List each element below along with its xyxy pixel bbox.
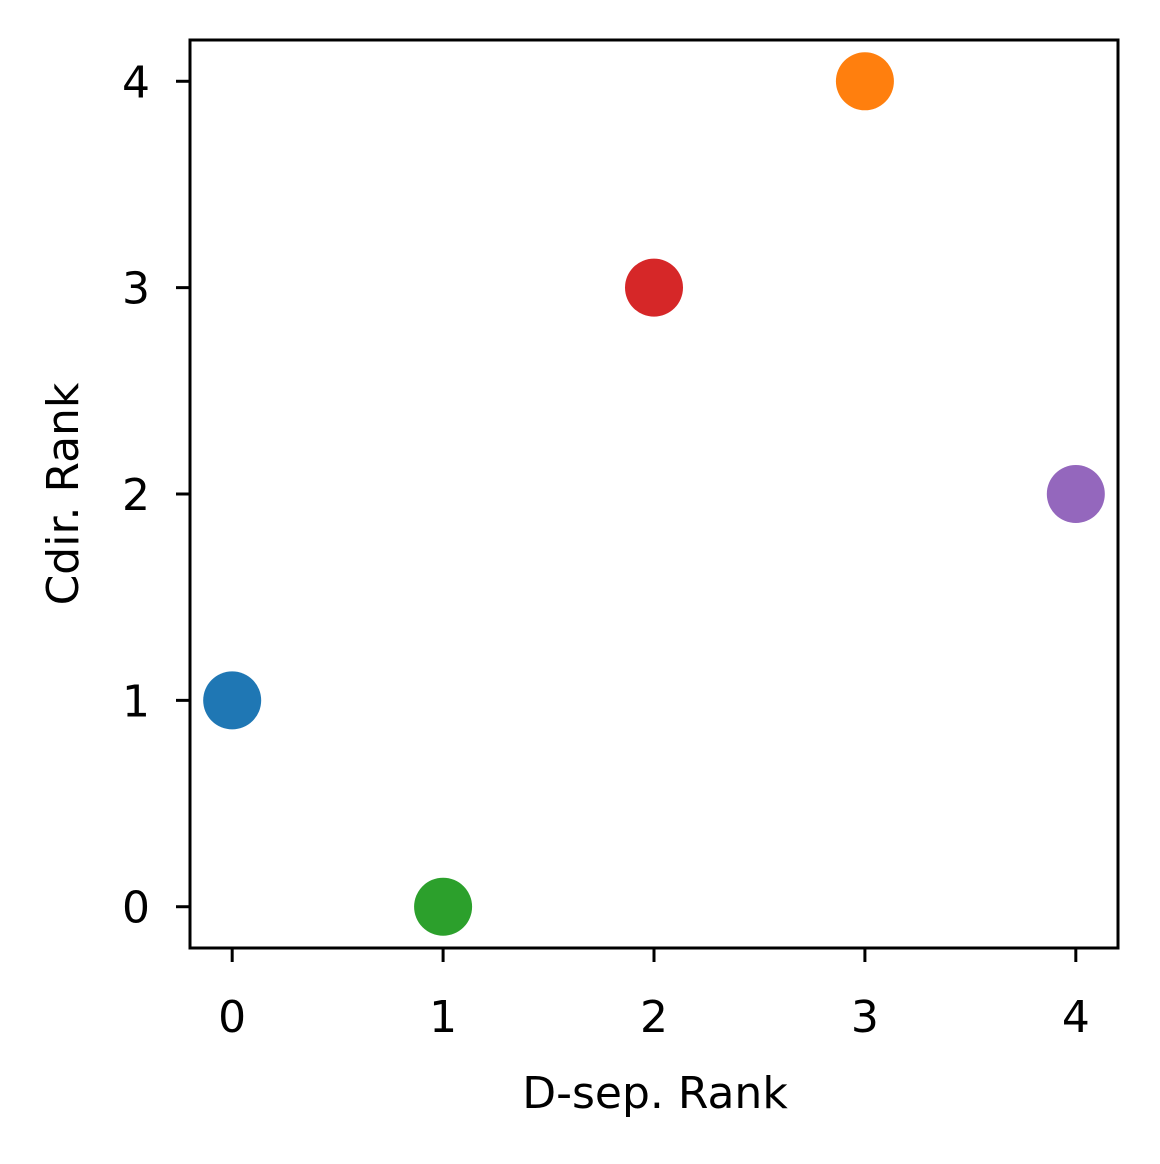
y-tick-label-4: 4 [122,57,150,108]
scatter-point-4 [1046,465,1105,523]
x-axis-ticks: 0 1 2 3 4 [218,948,1090,1043]
scatter-point-1 [414,877,473,936]
x-axis-label: D-sep. Rank [522,1068,788,1119]
x-tick-label-3: 3 [851,992,879,1043]
x-tick-label-4: 4 [1062,992,1090,1043]
scatter-point-3 [835,52,894,111]
y-axis-label: Cdir. Rank [38,382,89,605]
y-tick-label-1: 1 [122,676,150,727]
plot-area [190,40,1118,948]
points-layer [203,52,1105,936]
scatter-point-0 [203,671,262,730]
y-tick-label-0: 0 [122,883,150,934]
scatter-point-2 [625,258,683,317]
plot-frame [188,38,1120,950]
y-tick-label-2: 2 [122,470,150,521]
x-tick-label-2: 2 [640,992,668,1043]
x-tick-label-1: 1 [429,992,457,1043]
x-tick-label-0: 0 [218,992,246,1043]
y-tick-label-3: 3 [122,264,150,315]
y-axis-ticks: 0 1 2 3 4 [122,57,190,934]
